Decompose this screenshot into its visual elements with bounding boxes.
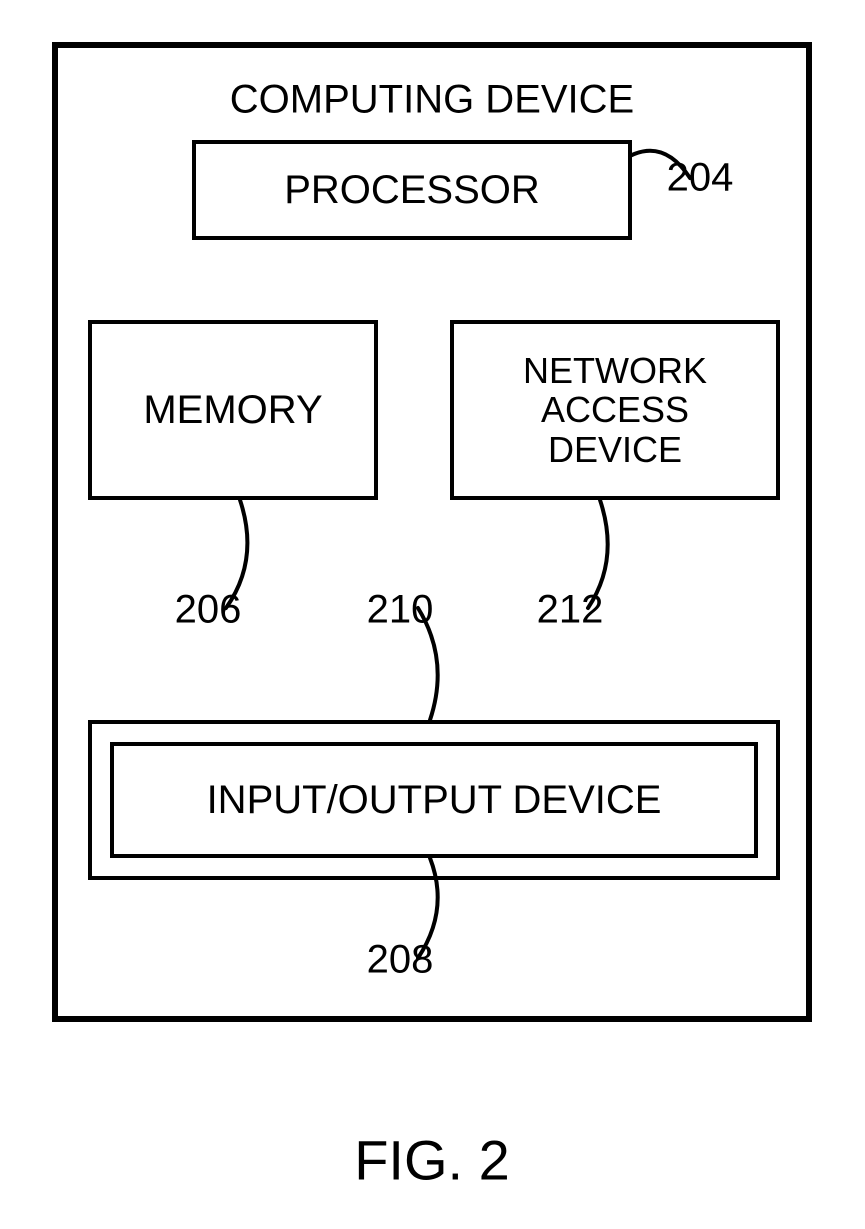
io-outer-lead [410, 600, 458, 728]
network-lead [580, 492, 628, 616]
processor-block: PROCESSOR [192, 140, 632, 240]
processor-label: PROCESSOR [284, 168, 540, 213]
io-inner-block: INPUT/OUTPUT DEVICE [110, 742, 758, 858]
network-access-label: NETWORK ACCESSDEVICE [454, 351, 776, 470]
io-inner-lead [410, 850, 458, 966]
figure-label: FIG. 2 [354, 1128, 510, 1193]
memory-label: MEMORY [143, 388, 322, 433]
memory-block: MEMORY [88, 320, 378, 500]
memory-lead [218, 492, 268, 616]
diagram-canvas: COMPUTING DEVICE PROCESSOR 204 MEMORY 20… [0, 0, 865, 1229]
diagram-title: COMPUTING DEVICE [230, 78, 634, 123]
io-inner-label: INPUT/OUTPUT DEVICE [207, 778, 662, 823]
network-access-block: NETWORK ACCESSDEVICE [450, 320, 780, 500]
processor-lead [624, 132, 698, 186]
